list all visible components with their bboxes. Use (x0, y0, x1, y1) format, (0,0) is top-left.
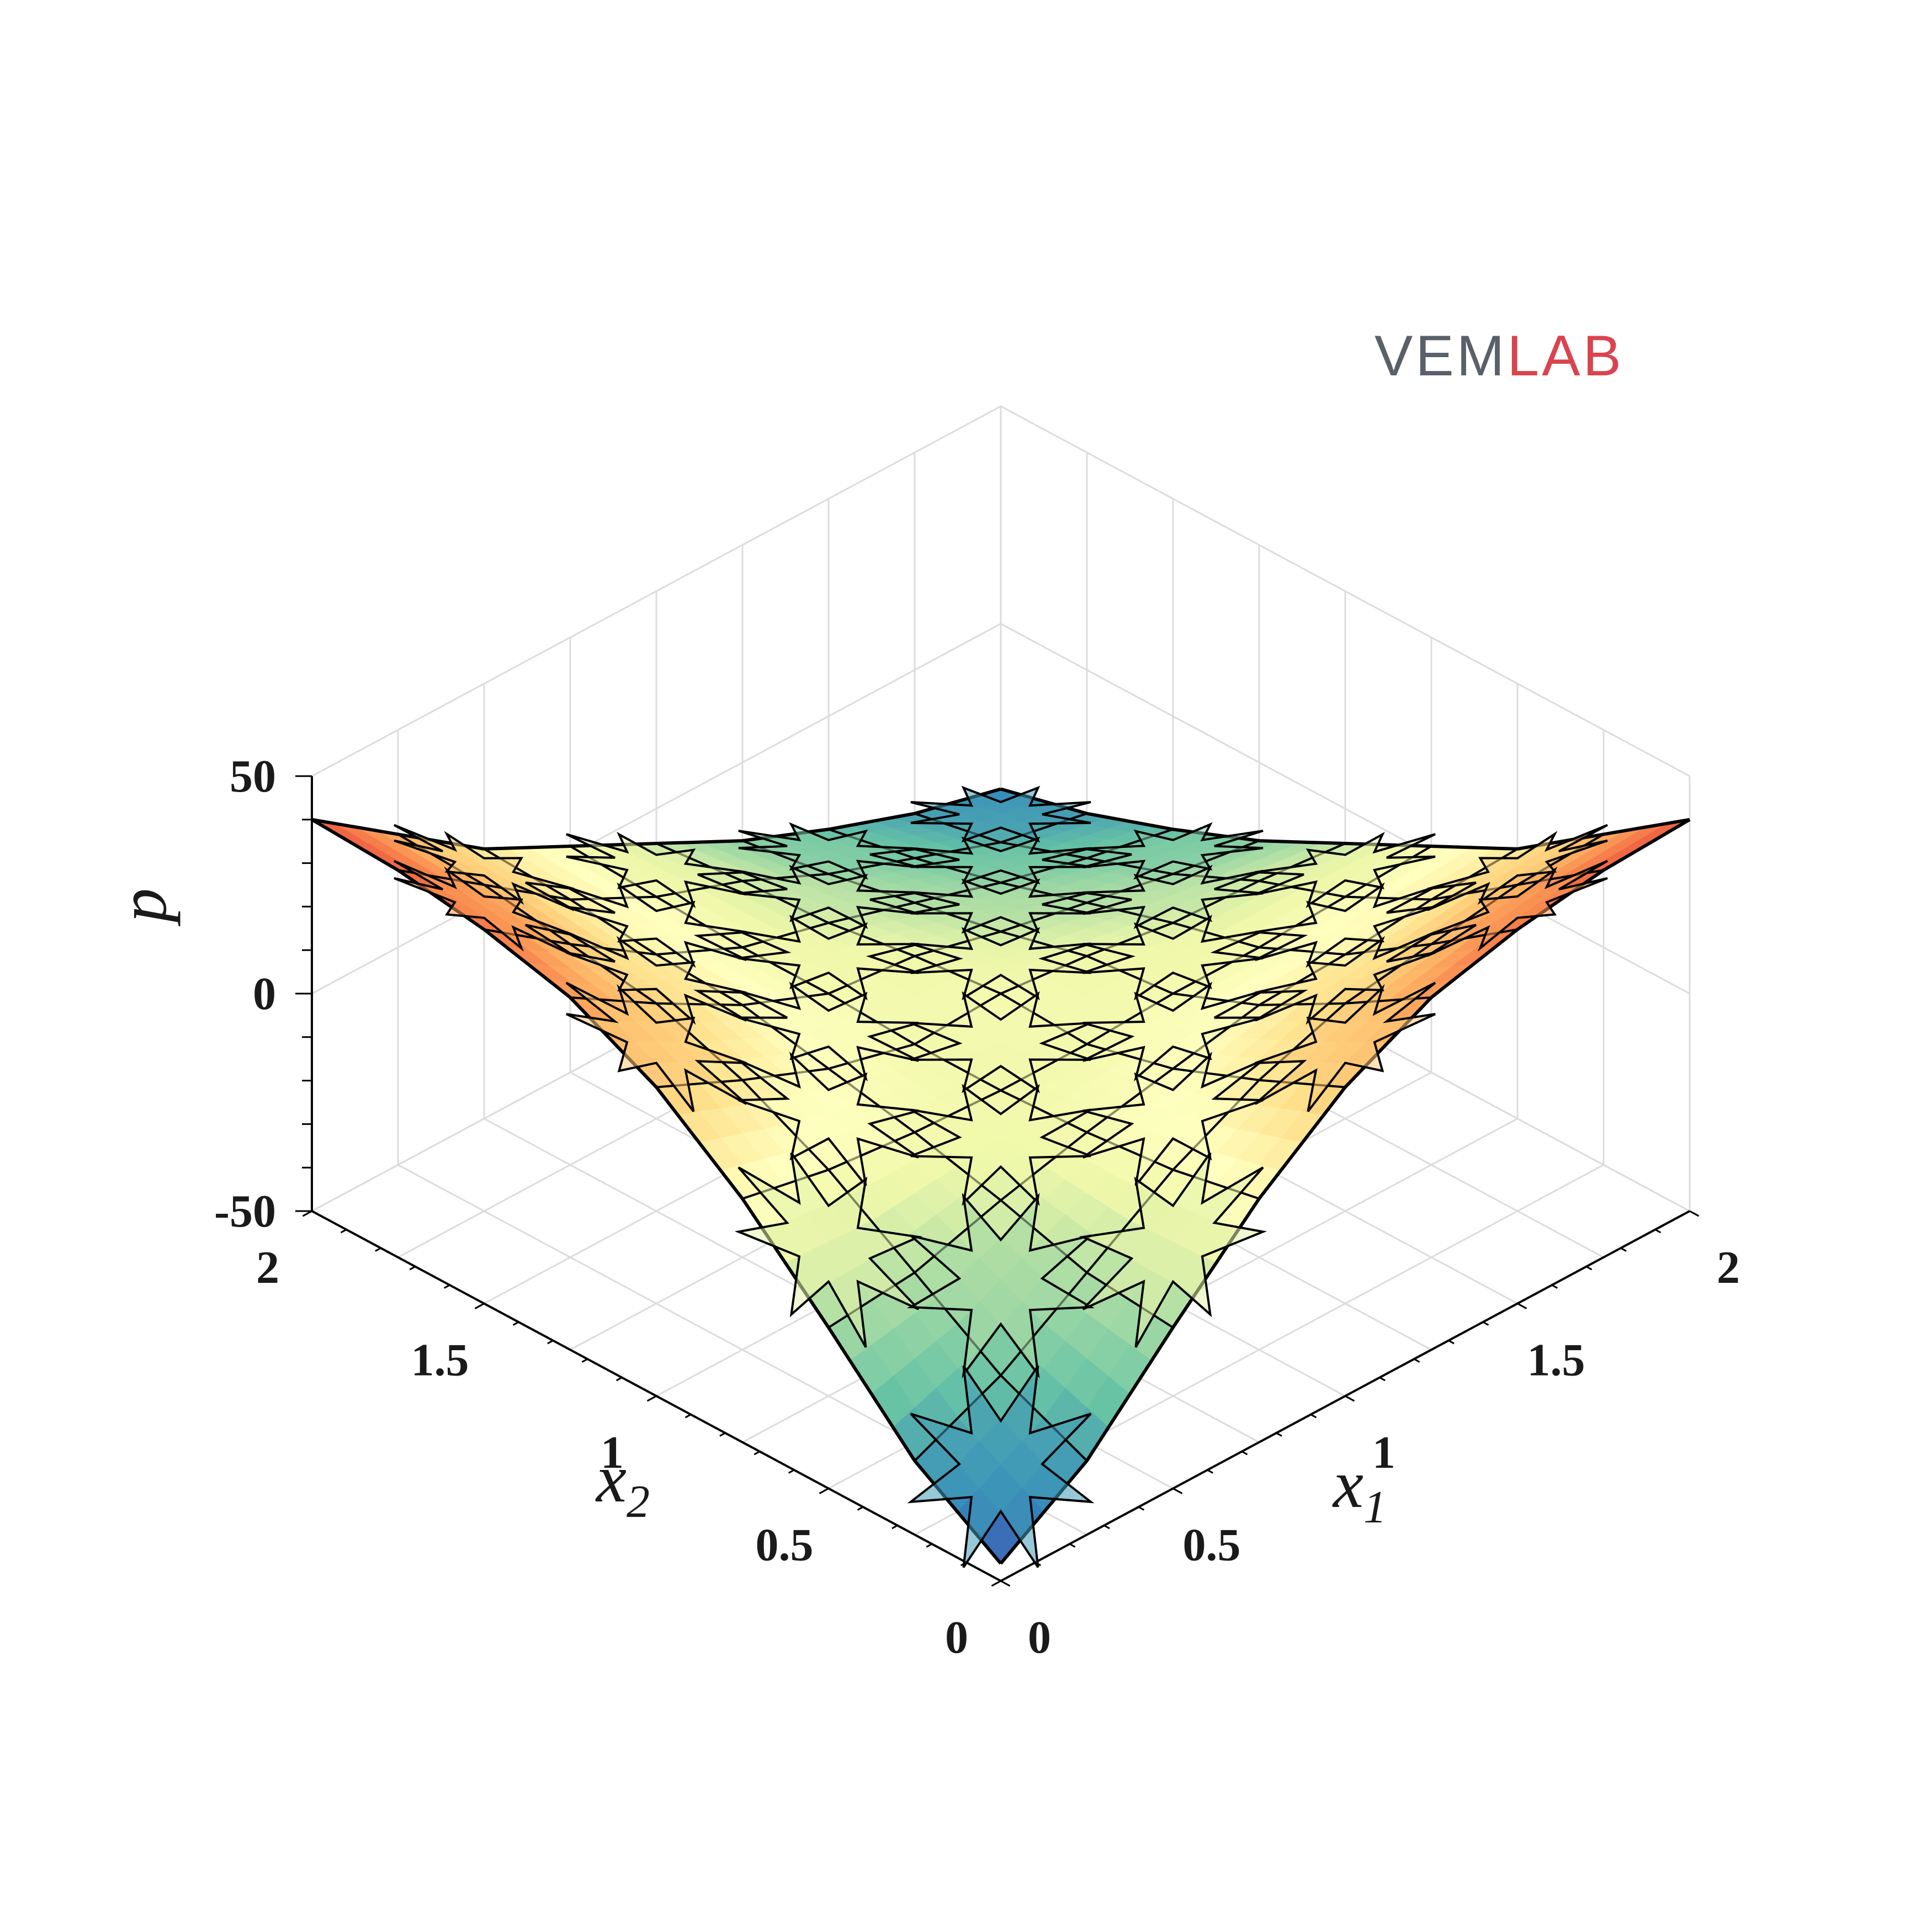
z-axis-label: p (105, 888, 181, 927)
x1-tick (1654, 1229, 1662, 1234)
x1-tick (1241, 1451, 1248, 1456)
x1-tick-label: 2 (1717, 1242, 1740, 1293)
x1-tick (1482, 1321, 1489, 1326)
svg-text:VEMLAB: VEMLAB (1374, 324, 1624, 388)
x2-tick (512, 1321, 519, 1326)
x1-tick (1586, 1266, 1593, 1271)
x2-tick-label: 1.5 (411, 1335, 469, 1386)
star-element (565, 981, 747, 1112)
x1-tick (1172, 1488, 1183, 1494)
p-tick-label: 50 (230, 751, 276, 802)
star-element (393, 859, 575, 957)
x2-tick (409, 1266, 416, 1271)
vemlab-logo: VEMLAB (1374, 324, 1624, 388)
x1-tick (1276, 1432, 1282, 1437)
x1-tick (1620, 1247, 1627, 1252)
x1-tick-label: 0 (1028, 1612, 1051, 1663)
x1-tick (1207, 1469, 1214, 1474)
x1-tick (1517, 1303, 1527, 1309)
x1-tick-label: 1.5 (1527, 1335, 1585, 1386)
x2-tick (340, 1229, 347, 1234)
star-element (1079, 1152, 1267, 1348)
star-element (1426, 859, 1609, 957)
x2-tick (819, 1488, 829, 1494)
x2-tick-label: 0 (945, 1612, 968, 1663)
x2-tick (443, 1284, 450, 1289)
x1-tick (1069, 1543, 1076, 1548)
wall-gridline (311, 405, 1690, 777)
x2-tick (615, 1377, 623, 1382)
x2-tick (581, 1358, 588, 1363)
x1-tick (1138, 1506, 1145, 1511)
star-element (1255, 882, 1436, 968)
star-elements (311, 785, 1691, 1568)
x1-tick (1379, 1377, 1386, 1382)
x2-tick (646, 1395, 657, 1402)
x2-tick (719, 1432, 726, 1437)
x2-tick (375, 1247, 381, 1252)
x2-tick-label: 1 (601, 1427, 624, 1478)
surface-cell (1344, 846, 1519, 900)
logo-vem: VEM (1374, 324, 1507, 388)
x2-tick-label: 2 (256, 1242, 279, 1293)
p-tick-label: 0 (253, 968, 276, 1020)
x2-tick (788, 1469, 795, 1474)
logo-lab: LAB (1507, 324, 1624, 388)
x2-tick (926, 1543, 932, 1548)
x-axis-label: x1 (1332, 1446, 1387, 1533)
surface-cell (1172, 1079, 1346, 1199)
axis-labels: x1 x2 p (105, 888, 1387, 1533)
x1-tick-label: 1 (1372, 1427, 1395, 1478)
x1-tick (1310, 1414, 1317, 1419)
x1-tick (1103, 1525, 1110, 1530)
star-element (1254, 981, 1436, 1112)
surface-cell (827, 1272, 1002, 1462)
surface-cell (655, 1079, 830, 1199)
star-element (734, 1152, 923, 1348)
x2-tick (547, 1340, 554, 1345)
x1-tick (1689, 1210, 1700, 1217)
star-element (1255, 831, 1436, 909)
x2-tick (474, 1303, 485, 1309)
x1-tick (1000, 1580, 1011, 1587)
x1-tick (1414, 1358, 1420, 1363)
x1-tick (1551, 1284, 1558, 1289)
x2-tick-label: 0.5 (756, 1520, 814, 1571)
y-axis-label: x2 (595, 1441, 650, 1527)
x2-tick (753, 1451, 760, 1456)
x1-tick (1448, 1340, 1455, 1345)
x2-tick (991, 1580, 1001, 1587)
surface-cell (827, 1132, 1002, 1273)
x2-tick (891, 1525, 898, 1530)
x2-tick (857, 1506, 864, 1511)
x2-tick (684, 1414, 692, 1419)
x1-tick-label: 0.5 (1183, 1520, 1241, 1571)
p-tick-label: -50 (214, 1186, 276, 1237)
x1-tick (1345, 1395, 1355, 1402)
star-element (907, 1365, 1095, 1568)
surface-cell (1344, 929, 1518, 1004)
